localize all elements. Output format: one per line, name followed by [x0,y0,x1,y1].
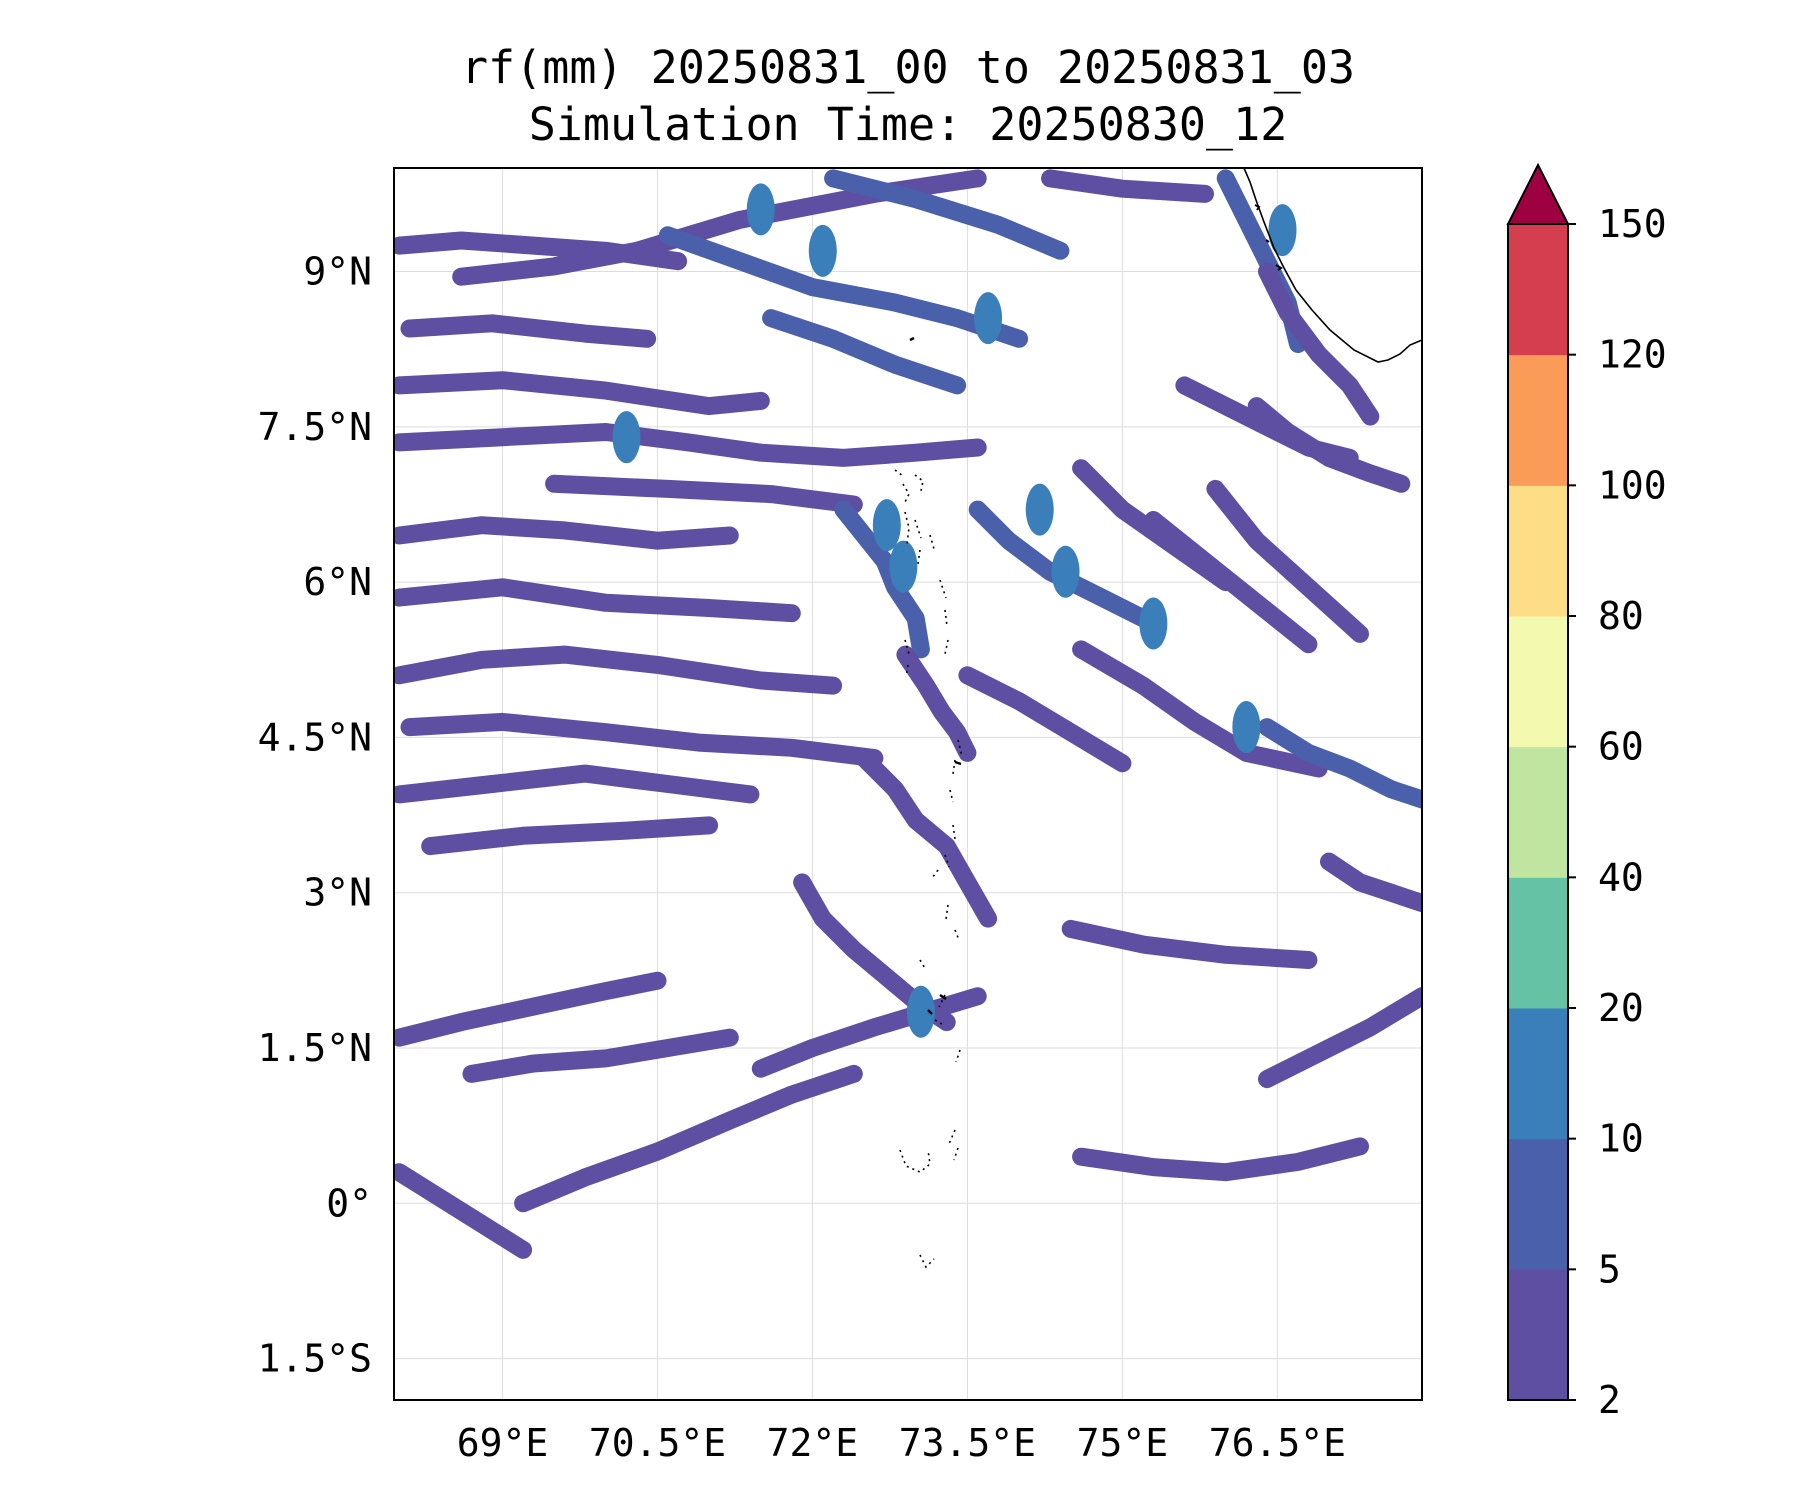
rain-core [1025,483,1054,536]
colorbar-bin [1508,746,1568,878]
colorbar-extend-arrow [1506,162,1570,225]
map-panel [393,167,1423,1401]
colorbar-bin [1508,224,1568,356]
map-frame [393,167,1423,1401]
rain-streak [1258,718,1422,809]
colorbar-label: 80 [1598,594,1644,638]
rain-core [1051,545,1080,598]
x-axis-ticks: 69°E 70.5°E 72°E 73.5°E 75°E 76.5°E [457,1421,1346,1465]
rain-core [612,411,641,464]
colorbar-label: 150 [1598,202,1667,246]
rain-streak [1320,852,1422,913]
rain-core [906,985,935,1038]
rain-streak [896,645,977,762]
lakshadweep-islands [1254,204,1283,271]
x-tick-label: 76.5°E [1209,1421,1346,1465]
rain-streak [421,816,719,856]
island-marks [909,336,962,1015]
y-tick-label: 9°N [303,250,372,294]
rain-core [889,540,918,593]
y-tick-label: 0° [326,1181,372,1225]
colorbar-label: 40 [1598,855,1644,899]
rain-core [872,499,901,552]
maldives-atolls [894,469,963,1269]
rain-core [1139,597,1168,650]
rain-streak [1041,169,1214,203]
rain-streak [400,314,657,348]
y-axis-ticks: 9°N 7.5°N 6°N 4.5°N 3°N 1.5°N 0° 1.5°S [258,250,372,1381]
rain-streak [968,500,1163,633]
colorbar-bin [1508,877,1568,1009]
colorbar-label: 60 [1598,725,1644,769]
x-tick-label: 70.5°E [589,1421,726,1465]
colorbar: 2 5 10 20 40 60 80 100 120 150 [1506,162,1667,1422]
colorbar-bins [1508,224,1568,1401]
colorbar-label: 100 [1598,463,1667,507]
colorbar-label: 10 [1598,1117,1644,1161]
rain-streak [1144,511,1318,654]
colorbar-label: 20 [1598,986,1644,1030]
rain-core [974,292,1003,345]
rain-streak [394,971,667,1047]
rain-streak [1247,397,1411,493]
x-tick-label: 69°E [457,1421,549,1465]
rain-streak [751,987,987,1078]
colorbar-bin [1508,616,1568,748]
rain-streak [1258,262,1380,426]
title-line-2: Simulation Time: 20250830_12 [529,98,1288,151]
rain-streak [658,226,1029,348]
colorbar-label: 2 [1598,1378,1621,1422]
rain-streak [394,764,760,804]
rain-streak [958,666,1132,773]
x-tick-label: 75°E [1077,1421,1169,1465]
colorbar-bin [1508,1008,1568,1140]
y-tick-label: 7.5°N [258,405,372,449]
rain-core [1232,701,1261,754]
colorbar-labels: 2 5 10 20 40 60 80 100 120 150 [1568,202,1667,1422]
rain-streak [394,516,739,550]
colorbar-bin [1508,1138,1568,1270]
rain-core [808,224,837,277]
rain-streak [400,712,884,768]
rain-streak [855,749,998,928]
colorbar-frame [1507,223,1569,1401]
y-tick-label: 4.5°N [258,715,372,759]
rain-streak [834,500,930,659]
rain-streak [1258,987,1422,1089]
rain-core [1268,204,1297,257]
title-line-1: rf(mm) 20250831_00 to 20250831_03 [461,41,1355,94]
rain-streak [394,371,770,416]
colorbar-bin [1508,1269,1568,1401]
rain-streak [824,169,1070,260]
rain-streak [1072,640,1328,778]
rain-streak [545,474,863,514]
rain-streak [394,1163,533,1259]
colorbar-bin [1508,485,1568,617]
rain-core [746,183,775,236]
rain-streak [394,423,987,467]
rain-streak [514,1064,863,1213]
rain-streak [762,309,967,395]
colorbar-label: 120 [1598,333,1667,377]
x-tick-label: 73.5°E [899,1421,1036,1465]
rain-streak [394,578,801,623]
rain-streak [1072,1137,1369,1182]
y-tick-label: 3°N [303,871,372,915]
coastline [894,168,1422,1269]
colorbar-bin [1508,354,1568,486]
y-tick-label: 1.5°N [258,1026,372,1070]
rainfall-field [394,169,1422,1259]
rain-streak [1206,479,1369,643]
y-tick-label: 1.5°S [258,1337,372,1381]
rain-streak [1061,919,1318,969]
x-tick-label: 72°E [767,1421,859,1465]
rain-streak [394,645,843,695]
rain-streak [462,1028,739,1083]
colorbar-label: 5 [1598,1247,1621,1291]
y-tick-label: 6°N [303,560,372,604]
